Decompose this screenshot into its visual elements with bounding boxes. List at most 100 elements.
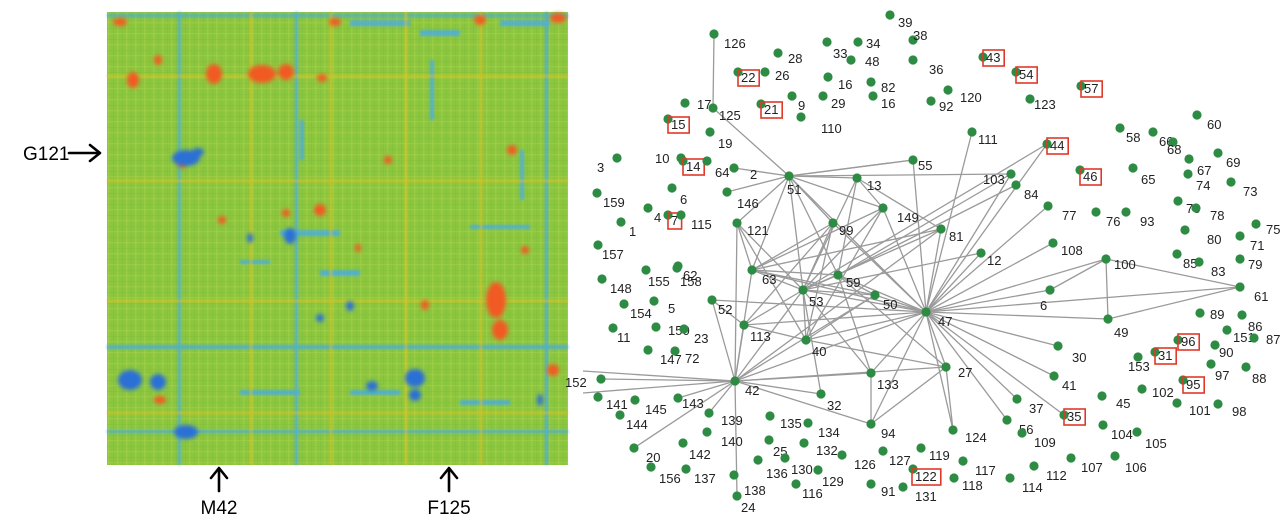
network-node-dot — [592, 188, 602, 198]
network-node: 71 — [1235, 231, 1264, 253]
network-node: 38 — [908, 28, 927, 45]
network-edge — [712, 107, 790, 177]
network-node-label: 64 — [715, 165, 729, 180]
network-node-label: 71 — [1250, 238, 1264, 253]
network-edge — [751, 269, 927, 313]
network-node: 44 — [1042, 137, 1070, 155]
network-edge — [736, 222, 804, 291]
network-node-dot — [1045, 285, 1055, 295]
network-node-dot — [1110, 451, 1120, 461]
network-edge — [736, 222, 807, 341]
network-edge — [870, 311, 927, 374]
network-node-dot — [837, 450, 847, 460]
network-node-label: 6 — [680, 192, 687, 207]
network-node-dot — [976, 248, 986, 258]
network-node-dot — [878, 203, 888, 213]
network-node-highlight-box — [1154, 347, 1178, 365]
network-node-label: 28 — [788, 51, 802, 66]
network-edge — [751, 269, 839, 276]
network-node-dot — [764, 435, 774, 445]
network-edge — [925, 311, 1055, 377]
network-node-dot — [747, 265, 757, 275]
network-node: 96 — [1173, 333, 1201, 351]
network-node-dot — [649, 296, 659, 306]
network-node: 22 — [733, 67, 761, 87]
network-edge — [925, 242, 1054, 313]
network-node-label: 136 — [766, 466, 788, 481]
network-node: 11 — [608, 323, 631, 345]
network-node-dot — [1235, 231, 1245, 241]
network-node-dot — [1235, 282, 1245, 292]
network-node-label: 42 — [745, 383, 759, 398]
network-node: 125 — [708, 103, 741, 123]
network-edge — [837, 274, 876, 296]
network-node: 4 — [643, 203, 661, 225]
network-node-highlight-box — [1182, 376, 1206, 394]
network-node-label: 22 — [741, 70, 755, 85]
network-node-dot — [1192, 110, 1202, 120]
network-edge — [582, 380, 736, 394]
network-node-label: 67 — [1197, 163, 1211, 178]
network-node-dot — [866, 368, 876, 378]
network-node: 58 — [1115, 123, 1140, 145]
network-node-label: 24 — [741, 500, 755, 515]
network-node-label: 79 — [1248, 257, 1262, 272]
network-edge — [743, 324, 807, 341]
network-node-label: 105 — [1145, 436, 1167, 451]
network-node-dot — [596, 374, 606, 384]
network-edge — [837, 184, 1017, 276]
network-edge — [788, 175, 804, 291]
network-node-dot — [833, 270, 843, 280]
network-edge — [582, 370, 736, 382]
network-node-label: 108 — [1061, 243, 1083, 258]
network-node-dot — [852, 173, 862, 183]
network-node-label: 117 — [975, 463, 996, 478]
network-node-dot — [1213, 399, 1223, 409]
network-node-label: 102 — [1152, 385, 1174, 400]
network-node: 9 — [787, 91, 805, 113]
network-node: 142 — [678, 438, 711, 462]
network-node-dot — [681, 464, 691, 474]
network-node: 75 — [1251, 219, 1280, 237]
heatmap-cyan-streaks — [107, 12, 568, 465]
network-node-label: 23 — [694, 331, 708, 346]
network-node: 157 — [593, 240, 624, 262]
network-node-dot — [1006, 169, 1016, 179]
column-marker-arrow-m42 — [209, 466, 229, 493]
network-edge — [1049, 258, 1107, 291]
network-node-dot — [1172, 398, 1182, 408]
network-node: 126 — [709, 29, 746, 51]
network-node-label: 147 — [660, 352, 682, 367]
network-node: 86 — [1237, 310, 1262, 334]
network-node-label: 74 — [1196, 178, 1210, 193]
network-node-dot — [803, 418, 813, 428]
network-node-label: 6 — [1040, 298, 1047, 313]
network-edge — [708, 380, 736, 414]
network-node: 17 — [680, 97, 711, 112]
network-node-label: 16 — [838, 77, 852, 92]
network-node-dot — [705, 127, 715, 137]
network-node-dot — [1180, 225, 1190, 235]
network-node: 74 — [1183, 169, 1210, 193]
network-edge — [733, 167, 790, 177]
network-node: 152 — [565, 374, 606, 390]
network-node-dot — [1121, 207, 1131, 217]
network-node-label: 51 — [787, 182, 801, 197]
network-edge — [677, 380, 736, 399]
network-node-dot — [1206, 359, 1216, 369]
network-node-label: 55 — [918, 158, 932, 173]
network-node: 81 — [936, 224, 963, 244]
network-node-label: 96 — [1181, 334, 1195, 349]
network-edge — [633, 380, 736, 449]
network-node: 94 — [866, 419, 895, 441]
network-node-label: 27 — [958, 365, 972, 380]
network-node: 141 — [593, 392, 628, 412]
network-node: 78 — [1191, 203, 1224, 223]
network-node: 93 — [1121, 207, 1154, 229]
network-node-label: 40 — [812, 344, 826, 359]
network-node-label: 138 — [744, 483, 766, 498]
network-edge — [925, 228, 942, 313]
network-node-label: 84 — [1024, 187, 1038, 202]
network-edge — [734, 380, 872, 425]
